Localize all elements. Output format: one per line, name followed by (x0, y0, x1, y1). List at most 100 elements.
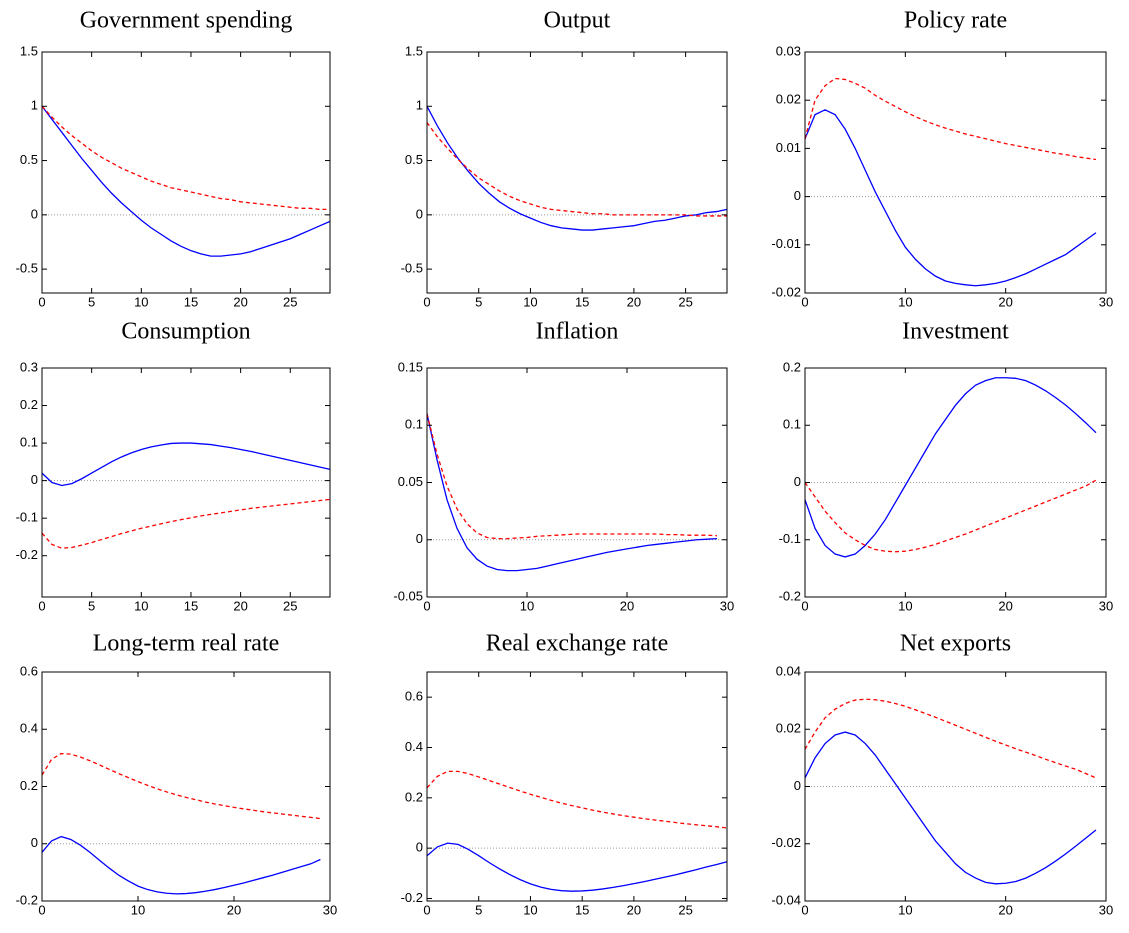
y-tick-label: -0.02 (771, 835, 801, 850)
subplot: Net exports 0 10 20 30 -0.04 -0.02 0 0.02 0.04 (771, 631, 1113, 918)
y-tick-label: 0.3 (20, 359, 38, 374)
subplot-title: Net exports (900, 631, 1011, 657)
x-tick-label: 10 (898, 598, 912, 613)
subplot-title: Consumption (121, 319, 250, 345)
y-tick-label: 0.6 (20, 663, 38, 678)
x-tick-label: 10 (134, 598, 148, 613)
x-tick-label: 20 (998, 902, 1012, 917)
x-tick-label: 5 (475, 294, 482, 309)
y-tick-label: 0 (794, 474, 801, 489)
subplot: Policy rate 0 10 20 30 -0.02 -0.01 0 0.01 0.02 0.0… (771, 8, 1113, 310)
x-tick-label: 15 (184, 294, 198, 309)
y-tick-label: 0 (794, 188, 801, 203)
plot-frame (426, 51, 728, 294)
x-tick-label: 20 (620, 598, 634, 613)
x-tick-label: 20 (233, 598, 247, 613)
x-tick-label: 30 (720, 598, 734, 613)
x-tick-label: 10 (520, 598, 534, 613)
x-tick-label: 15 (575, 294, 589, 309)
y-tick-label: 0.6 (405, 689, 423, 704)
y-tick-label: 0.03 (776, 43, 801, 58)
series-line (41, 105, 330, 211)
y-tick-label: -0.1 (16, 510, 38, 525)
series-line (41, 442, 331, 487)
y-tick-label: 0.2 (783, 359, 801, 374)
x-tick-label: 0 (801, 902, 808, 917)
subplot-title: Investment (902, 319, 1009, 345)
x-tick-label: 10 (523, 902, 537, 917)
x-tick-label: 20 (233, 294, 247, 309)
x-tick-label: 10 (898, 294, 912, 309)
x-tick-label: 5 (475, 902, 482, 917)
x-tick-label: 30 (1099, 902, 1113, 917)
x-tick-label: 25 (678, 294, 692, 309)
subplot-title: Inflation (536, 319, 619, 345)
x-tick-label: 15 (575, 902, 589, 917)
x-tick-label: 10 (134, 294, 148, 309)
y-tick-label: -0.5 (401, 261, 423, 276)
plot-frame (426, 671, 728, 902)
y-tick-label: 0 (416, 531, 423, 546)
y-tick-label: 0.4 (20, 721, 38, 736)
y-tick-label: 0.02 (776, 721, 801, 736)
series-line (426, 122, 727, 217)
x-tick-label: 20 (627, 294, 641, 309)
x-tick-label: 30 (323, 902, 337, 917)
series-line (41, 752, 321, 820)
y-tick-label: 0.2 (405, 789, 423, 804)
subplot-title: Policy rate (904, 8, 1007, 34)
x-tick-label: 10 (898, 902, 912, 917)
x-tick-label: 25 (283, 294, 297, 309)
subplot-title: Real exchange rate (486, 631, 669, 657)
y-tick-label: 0.2 (20, 397, 38, 412)
y-tick-label: -0.2 (16, 547, 38, 562)
x-tick-label: 20 (998, 294, 1012, 309)
series-line (41, 498, 331, 549)
subplot-title: Long-term real rate (93, 631, 280, 657)
x-tick-label: 30 (1099, 598, 1113, 613)
y-tick-label: 0.4 (405, 739, 423, 754)
x-tick-label: 0 (38, 902, 45, 917)
y-tick-label: 0.05 (398, 474, 423, 489)
series-line (426, 105, 728, 231)
y-tick-label: 0.15 (398, 359, 423, 374)
y-tick-label: -0.01 (771, 236, 801, 251)
plot-frame (804, 51, 1107, 294)
plot-frame (41, 367, 331, 598)
series-line (426, 413, 718, 572)
series-line (804, 77, 1097, 161)
series-line (426, 770, 728, 829)
x-tick-label: 0 (423, 294, 430, 309)
subplot: Output 0 5 10 15 20 25 -0.5 0 0.5 1 1.5 (401, 8, 728, 309)
y-tick-label: 0 (31, 472, 38, 487)
plot-frame (41, 671, 331, 902)
series-line (426, 842, 728, 892)
y-tick-label: 0.1 (783, 417, 801, 432)
subplot-title: Output (544, 8, 611, 34)
series-line (41, 835, 321, 895)
x-tick-label: 25 (283, 598, 297, 613)
subplot: Government spending 0 5 10 15 20 25 -0.5 0 0.5 1 1.… (16, 8, 331, 309)
x-tick-label: 10 (131, 902, 145, 917)
x-tick-label: 10 (523, 294, 537, 309)
subplot: Investment 0 10 20 30 -0.2 -0.1 0 0.1 0.2 (779, 319, 1114, 614)
plot-frame (41, 51, 331, 294)
series-line (804, 698, 1097, 779)
plot-frame (426, 367, 728, 598)
series-line (804, 377, 1097, 558)
y-tick-label: -0.02 (771, 284, 801, 299)
y-tick-label: 0 (794, 778, 801, 793)
y-tick-label: -0.5 (16, 261, 38, 276)
x-tick-label: 20 (227, 902, 241, 917)
y-tick-label: 0 (31, 835, 38, 850)
y-tick-label: 0 (31, 206, 38, 221)
y-tick-label: 0.1 (20, 435, 38, 450)
subplot-title: Government spending (80, 8, 293, 34)
y-tick-label: 0.04 (776, 663, 801, 678)
y-tick-label: 0.01 (776, 140, 801, 155)
y-tick-label: 1.5 (405, 43, 423, 58)
